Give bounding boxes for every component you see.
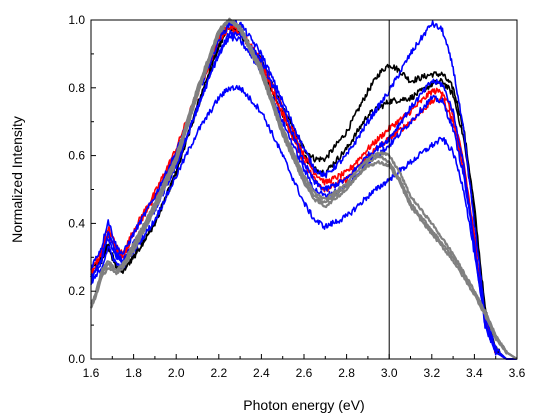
x-tick-label: 3.2	[423, 366, 440, 380]
y-axis: 0.0 0.2 0.4 0.6 0.8 1.0	[68, 13, 96, 366]
y-tick-label: 0.8	[68, 81, 85, 95]
x-tick-label: 2.0	[168, 366, 185, 380]
y-tick-label: 0.6	[68, 149, 85, 163]
x-tick-label: 1.8	[125, 366, 142, 380]
x-tick-label: 3.4	[466, 366, 483, 380]
x-tick-label: 3.0	[381, 366, 398, 380]
series-line-3	[90, 20, 517, 360]
x-tick-label: 1.6	[83, 366, 100, 380]
x-axis-title: Photon energy (eV)	[243, 397, 364, 413]
y-tick-label: 0.0	[68, 352, 85, 366]
x-tick-label: 2.2	[210, 366, 227, 380]
series-line-7	[90, 84, 517, 360]
series-layer	[89, 17, 518, 360]
x-tick-label: 2.4	[253, 366, 270, 380]
series-line-5	[90, 20, 517, 360]
y-tick-label: 0.4	[68, 216, 85, 230]
x-axis: 1.6 1.8 2.0 2.2 2.4 2.6 2.8 3.0 3.2 3.4 3.6	[83, 354, 526, 380]
x-tick-label: 2.8	[338, 366, 355, 380]
x-tick-label: 2.6	[296, 366, 313, 380]
y-axis-title: Normalized Intensity	[9, 116, 25, 243]
x-tick-label: 3.6	[509, 366, 526, 380]
series-line-9	[89, 18, 518, 360]
y-tick-label: 0.2	[68, 284, 85, 298]
series-line-10	[90, 18, 518, 360]
y-tick-label: 1.0	[68, 13, 85, 27]
series-line-11	[90, 17, 518, 360]
